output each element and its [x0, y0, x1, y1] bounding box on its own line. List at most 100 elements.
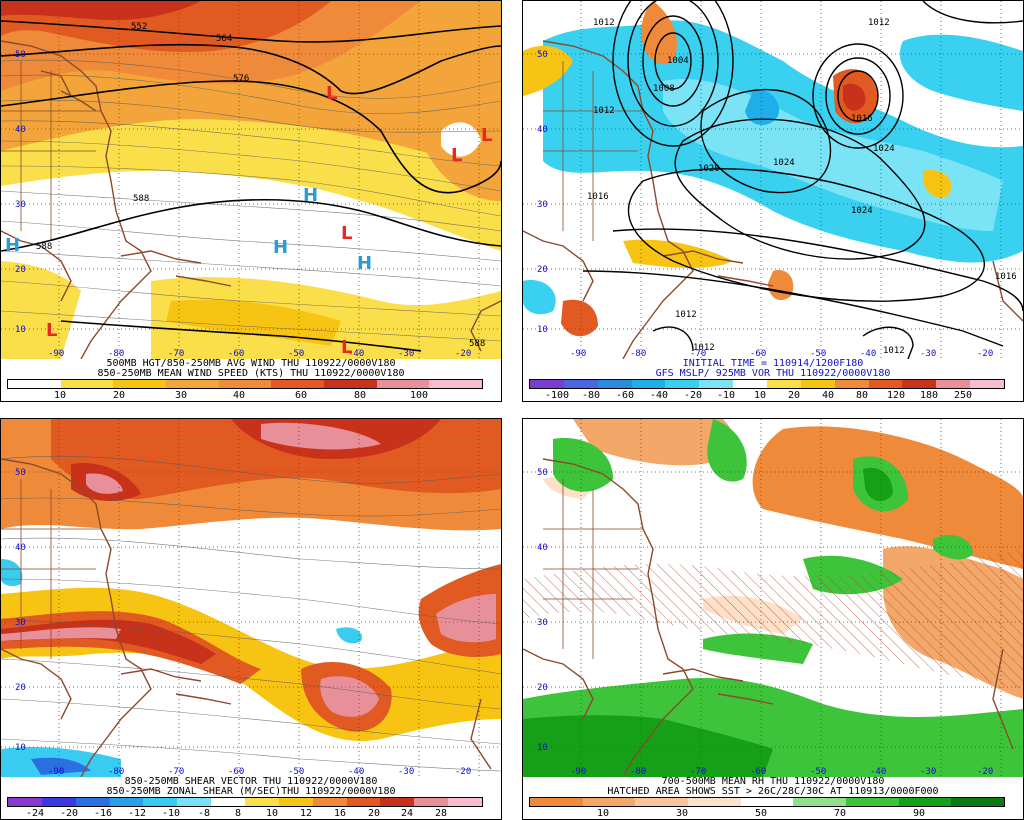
map-caption-line-2: GFS MSLP/ 925MB VOR THU 110922/0000V180: [655, 368, 891, 379]
isobar-label: 1024: [773, 158, 795, 168]
lat-label: 20: [537, 683, 548, 693]
isobar-label: 1012: [693, 343, 715, 353]
colorbar-label: 60: [294, 390, 308, 401]
isobar-label: 1012: [593, 18, 615, 28]
lon-label: -80: [630, 767, 646, 777]
colorbar-label: 28: [434, 808, 448, 819]
lat-label: 10: [537, 325, 548, 335]
lat-label: 50: [15, 50, 26, 60]
isobar-label: 1008: [653, 84, 675, 94]
contour-label: 576: [233, 74, 249, 84]
latitude-labels: 50 40 30 20 10: [537, 468, 548, 753]
lat-label: 30: [15, 618, 26, 628]
lon-label: -50: [810, 349, 826, 359]
map-caption-line-2: 850-250MB MEAN WIND SPEED (KTS) THU 1109…: [97, 368, 405, 379]
lon-label: -70: [168, 767, 184, 777]
lon-label: -30: [920, 349, 936, 359]
colorbar-label: -10: [716, 390, 736, 401]
colorbar-label: 30: [675, 808, 689, 819]
lon-label: -40: [348, 767, 364, 777]
isobar-labels: 1012 1012 1004 1008 1012 1020 1024 1016 …: [587, 18, 1017, 356]
contour-label: 588: [133, 194, 149, 204]
lat-label: 40: [537, 543, 548, 553]
lon-label: -40: [860, 349, 876, 359]
isobar-label: 1016: [995, 272, 1017, 282]
colorbar-label: -80: [581, 390, 601, 401]
colorbar-label: 20: [787, 390, 801, 401]
lat-label: 20: [537, 265, 548, 275]
lon-label: -30: [920, 767, 936, 777]
lat-label: 30: [537, 618, 548, 628]
contour-label: 552: [131, 22, 147, 32]
lon-label: -20: [977, 767, 993, 777]
low-pressure-symbol: L: [341, 223, 352, 244]
isobar-label: 1020: [698, 164, 720, 174]
map-caption-line-1: INITIAL TIME = 110914/1200F180: [682, 358, 864, 369]
lat-label: 40: [537, 125, 548, 135]
colorbar-label: -8: [197, 808, 211, 819]
lon-label: -40: [870, 767, 886, 777]
lon-label: -70: [168, 349, 184, 359]
lon-label: -50: [288, 767, 304, 777]
colorbar-label: 180: [919, 390, 939, 401]
colorbar-label: 10: [596, 808, 610, 819]
lon-label: -70: [690, 767, 706, 777]
lon-label: -60: [228, 767, 244, 777]
lat-label: 40: [15, 125, 26, 135]
map-caption-line-2: 850-250MB ZONAL SHEAR (M/SEC)THU 110922/…: [106, 786, 396, 797]
colorbar-label: -16: [93, 808, 113, 819]
lat-label: 10: [15, 743, 26, 753]
map-caption-line-1: 850-250MB SHEAR VECTOR THU 110922/0000V1…: [124, 776, 378, 787]
low-pressure-symbol: L: [326, 83, 337, 104]
lon-label: -80: [108, 767, 124, 777]
lon-label: -50: [288, 349, 304, 359]
isobar-label: 1012: [675, 310, 697, 320]
lat-label: 30: [15, 200, 26, 210]
map-caption-line-1: 500MB HGT/850-250MB AVG WIND THU 110922/…: [106, 358, 396, 369]
contour-label: 588: [36, 242, 52, 252]
colorbar-label: 80: [353, 390, 367, 401]
lon-label: -80: [630, 349, 646, 359]
lon-label: -60: [750, 349, 766, 359]
lat-label: 50: [15, 468, 26, 478]
map-shear: 50 40 30 20 10 -90 -80 -70 -60 -50 -40 -…: [1, 419, 501, 777]
colorbar-label: 10: [265, 808, 279, 819]
lat-label: 20: [15, 265, 26, 275]
panel-mslp-vorticity: 1012 1012 1004 1008 1012 1020 1024 1016 …: [522, 0, 1024, 402]
panel-wind-speed: 552 564 576 588 588 588 L L L L L L H H …: [0, 0, 502, 402]
lon-label: -90: [570, 767, 586, 777]
pressure-centers: L L L L L L H H H H: [5, 83, 492, 358]
colorbar-label: 70: [833, 808, 847, 819]
lon-label: -20: [977, 349, 993, 359]
low-pressure-symbol: L: [341, 337, 352, 358]
colorbar-label: 10: [753, 390, 767, 401]
latitude-labels: 50 40 30 20 10: [15, 50, 26, 335]
lon-label: -70: [690, 349, 706, 359]
colorbar-label: -20: [59, 808, 79, 819]
lat-label: 40: [15, 543, 26, 553]
panel-relative-humidity: 50 40 30 20 10 -90 -80 -70 -60 -50 -40 -…: [522, 418, 1024, 820]
colorbar-label: 40: [232, 390, 246, 401]
lon-label: -90: [570, 349, 586, 359]
lat-label: 30: [537, 200, 548, 210]
latitude-labels: 50 40 30 20 10: [15, 468, 26, 753]
map-wind-speed: 552 564 576 588 588 588 L L L L L L H H …: [1, 1, 501, 359]
high-pressure-symbol: H: [303, 185, 318, 206]
lon-label: -60: [228, 349, 244, 359]
colorbar-label: -20: [683, 390, 703, 401]
lon-label: -20: [455, 349, 471, 359]
colorbar-label: 12: [299, 808, 313, 819]
low-pressure-symbol: L: [481, 125, 492, 146]
contour-label: 564: [216, 34, 232, 44]
lon-label: -90: [48, 349, 64, 359]
contour-labels: 552 564 576 588 588 588: [36, 22, 485, 349]
isobar-label: 1004: [667, 56, 689, 66]
lon-label: -40: [348, 349, 364, 359]
colorbar-label: -10: [161, 808, 181, 819]
lon-label: -20: [455, 767, 471, 777]
isobar-label: 1016: [851, 114, 873, 124]
colorbar: [529, 379, 1005, 389]
lat-label: 20: [15, 683, 26, 693]
colorbar-label: 50: [754, 808, 768, 819]
isobar-label: 1016: [587, 192, 609, 202]
